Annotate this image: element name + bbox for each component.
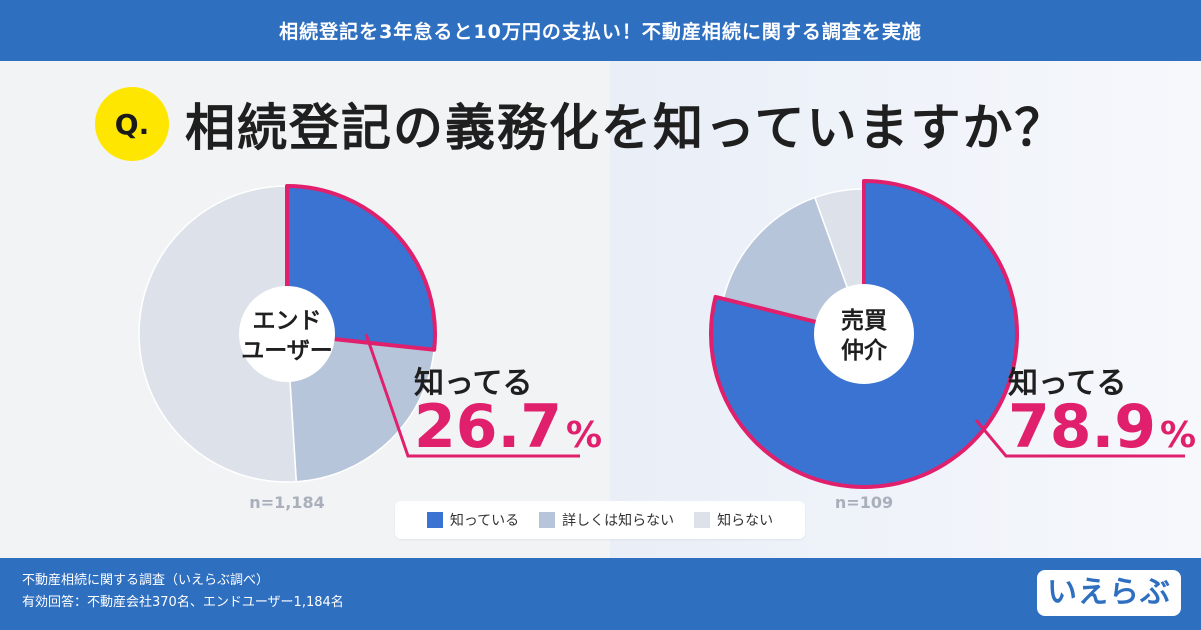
pie1-center-hole [239, 286, 335, 382]
pie2-callout-value: 78.9 [1008, 392, 1156, 462]
footer-bar: 不動産相続に関する調査（いえらぶ調べ） 有効回答：不動産会社370名、エンドユー… [0, 558, 1201, 630]
legend-swatch-unknown [694, 512, 711, 528]
source-line-2: 有効回答：不動産会社370名、エンドユーザー1,184名 [22, 595, 344, 610]
pie2-callout-label: 知ってる [1008, 366, 1127, 401]
pie1-center-label-line-2: ユーザー [241, 338, 333, 364]
top-banner: 相続登記を3年怠ると10万円の支払い！不動産相続に関する調査を実施 [0, 0, 1201, 61]
pie1-slice-3 [138, 185, 298, 483]
pie1-callout-value: 26.7 [414, 392, 562, 462]
pie2-center-hole [814, 284, 914, 384]
question-text: 相続登記の義務化を知っていますか？ [185, 99, 1067, 157]
pie2-callout-unit: % [1160, 415, 1196, 456]
pie2-center-label-line-2: 仲介 [841, 337, 888, 364]
banner-title: 相続登記を3年怠ると10万円の支払い！不動産相続に関する調査を実施 [279, 21, 922, 43]
legend: 知っている 詳しくは知らない 知らない [395, 501, 805, 539]
legend-label-know: 知っている [449, 513, 520, 529]
pie1-slice-2 [286, 333, 435, 483]
pie2-center-label-line-1: 売買 [841, 308, 887, 334]
legend-label-unknown: 知らない [717, 513, 774, 529]
source-note: 不動産相続に関する調査（いえらぶ調べ） 有効回答：不動産会社370名、エンドユー… [22, 570, 344, 614]
pie2-highlight-outline [709, 179, 1019, 489]
source-line-1: 不動産相続に関する調査（いえらぶ調べ） [22, 573, 270, 588]
pie1-callout-label: 知ってる [414, 366, 533, 401]
question-heading: Q. 相続登記の義務化を知っていますか？ [95, 84, 1145, 164]
legend-swatch-know [426, 512, 443, 528]
legend-swatch-somewhat [539, 512, 556, 528]
legend-item-somewhat: 詳しくは知らない [539, 510, 674, 530]
legend-item-unknown: 知らない [694, 510, 773, 530]
pie1-leader-line [364, 333, 580, 458]
legend-label-somewhat: 詳しくは知らない [562, 513, 675, 529]
pie1-center-label-line-1: エンド [253, 308, 322, 334]
pie2-n-label: n=109 [835, 493, 893, 512]
pie1-n-label: n=1,184 [249, 493, 324, 512]
pie1-highlight-outline [285, 184, 437, 352]
pie1-callout-unit: % [566, 415, 602, 456]
question-badge: Q. [95, 87, 169, 161]
pie2-leader-line [974, 419, 1185, 458]
brand-logo: いえらぶ [1037, 570, 1181, 616]
legend-item-know: 知っている [426, 510, 520, 530]
